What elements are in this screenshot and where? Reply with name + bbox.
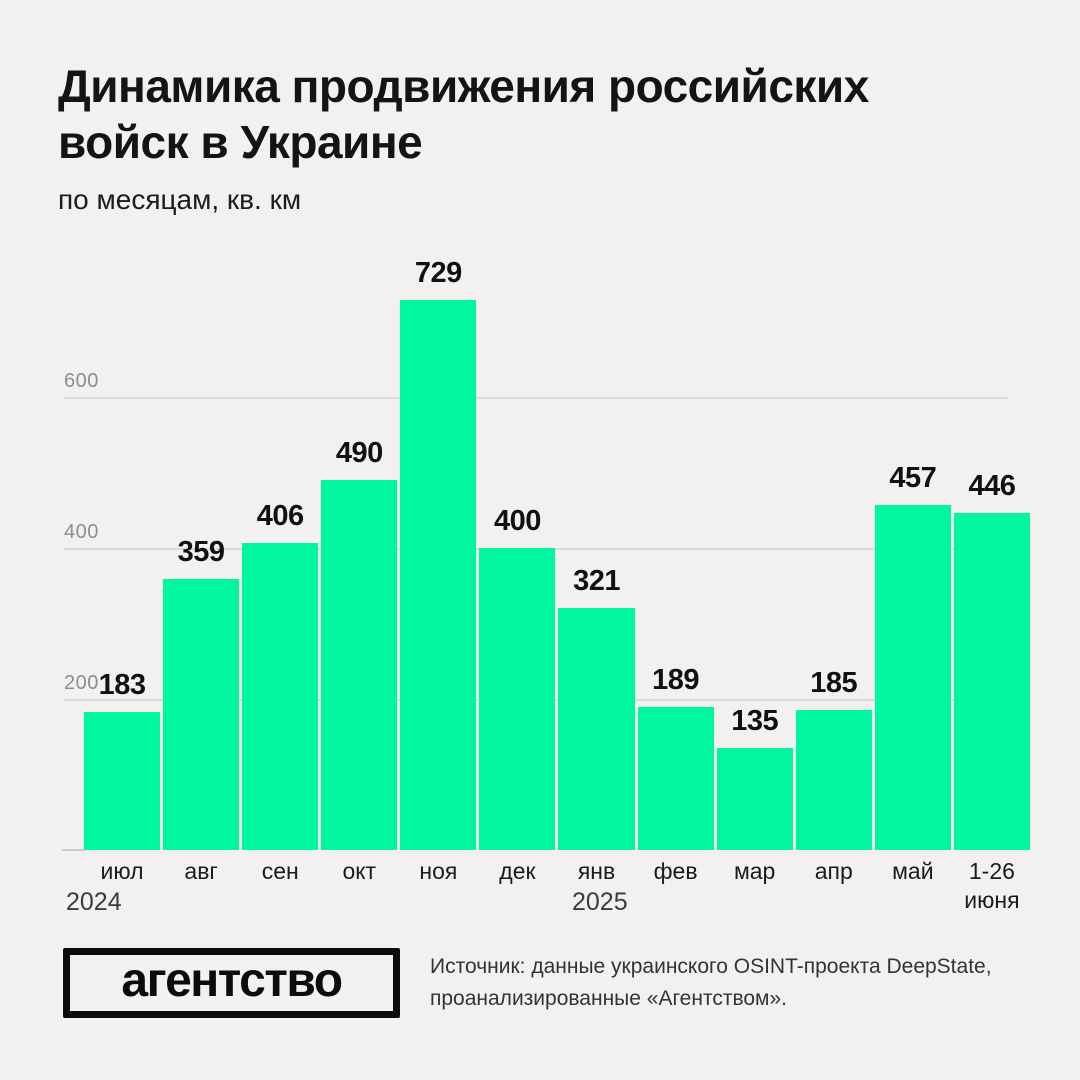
bar-value-label: 183 <box>98 669 146 701</box>
bar-value-label: 321 <box>573 565 620 597</box>
bar-slot: 135 <box>716 0 793 850</box>
x-tick-label: май <box>892 858 934 884</box>
x-tick-label: мар <box>733 858 776 884</box>
bar-slot: 446 <box>953 0 1030 850</box>
x-tick-label: 1-26 июня <box>964 858 1020 913</box>
bar-slot: 406 <box>242 0 319 850</box>
x-tick-label: авг <box>184 858 218 884</box>
bar <box>479 548 556 850</box>
x-tick-label: ноя <box>419 858 458 884</box>
bar-value-label: 135 <box>731 705 779 737</box>
bar-slot: 189 <box>637 0 714 850</box>
agentstvo-logo-text: агентство <box>121 954 343 1007</box>
bar-slot: 183 <box>84 0 161 850</box>
x-tick-label: окт <box>342 858 377 884</box>
source-note: Источник: данные украинского OSINT-проек… <box>430 955 992 1010</box>
bar <box>321 480 398 850</box>
agentstvo-logo: агентство <box>63 948 400 1018</box>
bar-value-label: 729 <box>414 257 462 289</box>
bar-value-label: 457 <box>889 462 937 494</box>
bar-slot: 185 <box>795 0 872 850</box>
year-marker: 2025 <box>572 888 628 916</box>
gridline <box>64 397 1008 399</box>
bar <box>953 513 1030 850</box>
bar <box>558 608 635 850</box>
x-tick-label: фев <box>653 858 698 884</box>
x-tick-label: сен <box>261 858 299 884</box>
bar-slot: 490 <box>321 0 398 850</box>
x-axis-line <box>62 849 85 851</box>
bar <box>716 748 793 850</box>
bar-slot: 359 <box>163 0 240 850</box>
y-tick-label: 200 <box>64 672 99 694</box>
bar-value-label: 189 <box>652 664 700 696</box>
y-tick-label: 600 <box>64 370 99 392</box>
x-tick-label: дек <box>499 858 536 884</box>
bar <box>795 710 872 850</box>
bar-value-label: 406 <box>256 500 304 532</box>
bar-slot: 400 <box>479 0 556 850</box>
bar-value-label: 359 <box>177 536 225 568</box>
bar-value-label: 400 <box>493 505 541 537</box>
bar <box>874 505 951 850</box>
bar <box>400 300 477 850</box>
bar-slot: 321 <box>558 0 635 850</box>
bar <box>163 579 240 850</box>
bar-value-label: 446 <box>968 470 1016 502</box>
year-marker: 2024 <box>66 888 122 916</box>
x-tick-label: июл <box>100 858 144 884</box>
y-tick-label: 400 <box>64 521 99 543</box>
bar-slot: 457 <box>874 0 951 850</box>
bars-layer: 183 359 406 490 729 400 321 189 135 185 457 446 <box>84 0 1030 850</box>
page-title: Динамика продвижения российских войск в … <box>58 60 869 168</box>
bar <box>84 712 161 850</box>
bar-value-label: 185 <box>810 667 858 699</box>
chart-subtitle: по месяцам, кв. км <box>58 184 302 215</box>
bar <box>242 543 319 850</box>
x-tick-label: апр <box>814 858 853 884</box>
bar-slot: 729 <box>400 0 477 850</box>
bar <box>637 707 714 850</box>
x-tick-label: янв <box>577 858 616 884</box>
bar-value-label: 490 <box>335 437 383 469</box>
x-axis-labels: июл авг сен окт ноя дек янв фев мар апр май 1-26 ию… <box>84 857 1030 915</box>
